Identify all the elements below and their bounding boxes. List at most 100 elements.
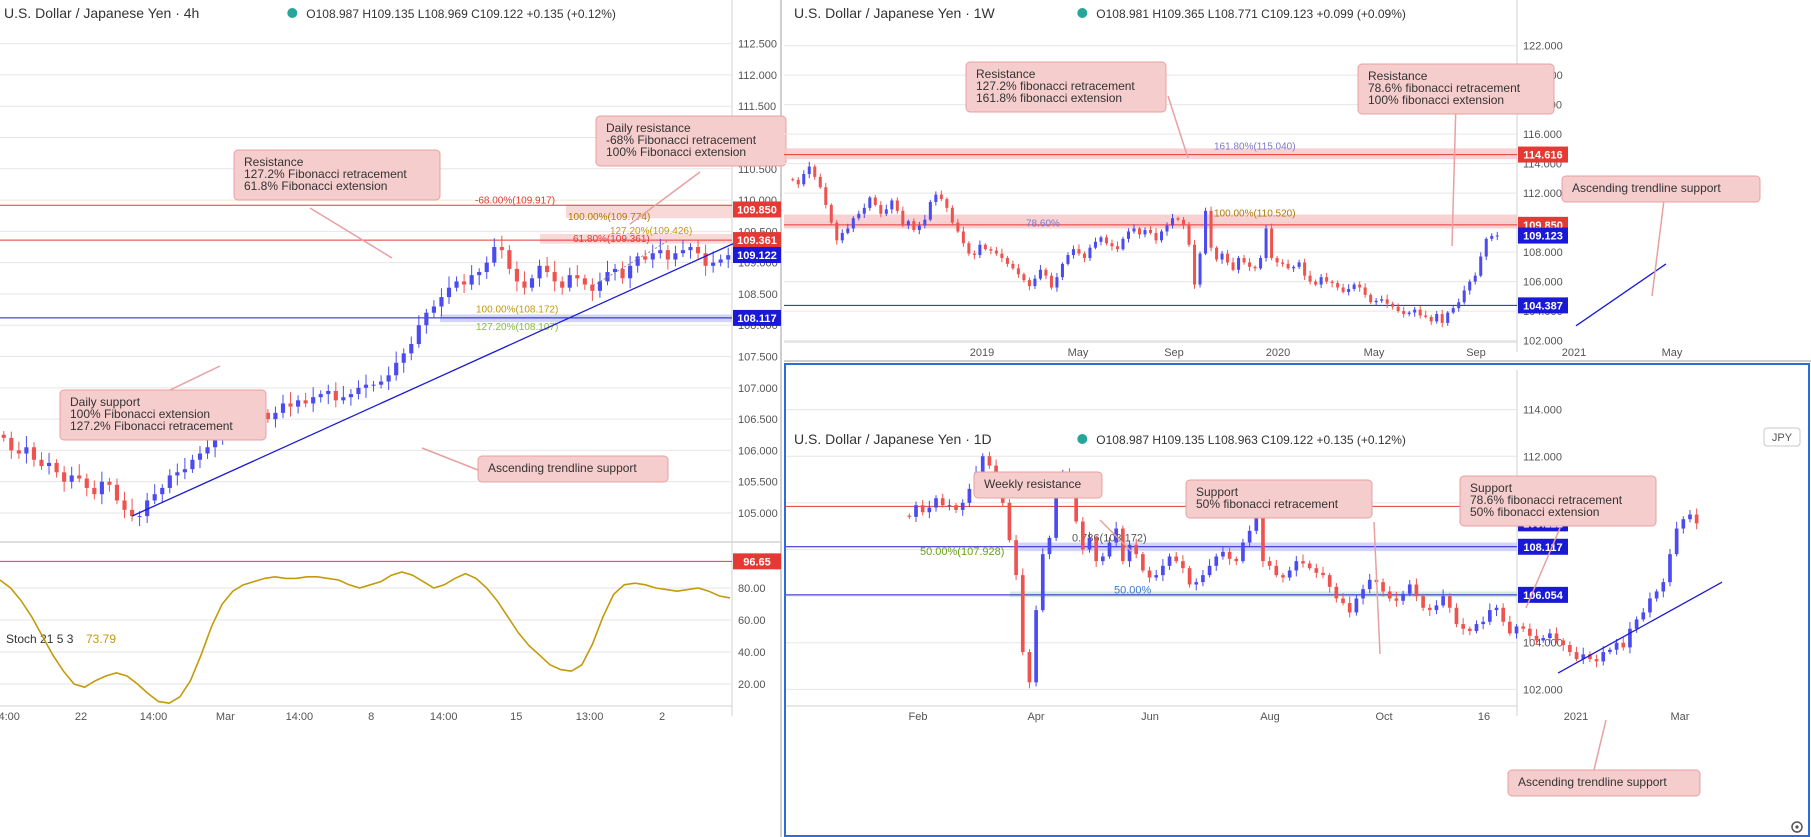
candle-body (114, 484, 120, 501)
callout-text: 100% Fibonacci extension (70, 407, 210, 421)
candle-body (431, 306, 436, 313)
candle-body (643, 256, 648, 260)
ohlc-values: O108.981 H109.365 L108.771 C109.123 +0.0… (1096, 7, 1406, 21)
y-tick-label: 80.00 (738, 583, 766, 595)
candle-body (1154, 575, 1159, 578)
candle-body (1087, 537, 1092, 550)
candle-body (1055, 277, 1059, 288)
candle-body (416, 325, 421, 345)
callout-text: 127.2% Fibonacci retracement (70, 419, 233, 433)
stoch-value: 73.79 (86, 632, 116, 646)
candle-body (1634, 619, 1639, 629)
candle-body (791, 179, 795, 181)
candle-body (1341, 598, 1345, 604)
candle-body (1247, 530, 1252, 543)
callout-text: Ascending trendline support (488, 461, 637, 475)
candle-body (1297, 262, 1301, 267)
callout-text: 50% fibonacci retracement (1196, 497, 1339, 511)
y-tick-label: 114.000 (1523, 405, 1562, 417)
callout-pointer (1593, 719, 1607, 771)
candle-body (1608, 649, 1612, 653)
candle-body (514, 268, 520, 282)
x-tick-label: 13:00 (576, 711, 604, 723)
candle-body (1387, 591, 1392, 599)
candle-body (928, 201, 932, 220)
candle-body (1071, 249, 1075, 256)
candle-body (901, 210, 905, 226)
candle-body (1274, 565, 1279, 576)
candle-body (1241, 542, 1245, 562)
candle-body (1159, 231, 1164, 241)
active-panel-border (784, 363, 1810, 837)
candle-body (1694, 514, 1699, 524)
gear-icon[interactable] (1791, 821, 1803, 833)
candle-body (1688, 514, 1692, 520)
fib-level-label: 100.00%(109.774) (568, 212, 650, 223)
price-tag-text: 108.117 (737, 313, 776, 325)
candle-body (1614, 642, 1619, 650)
candle-body (1264, 228, 1268, 259)
x-tick-label: Oct (1375, 711, 1392, 723)
candle-body (680, 250, 686, 254)
candle-body (879, 204, 883, 214)
candle-body (1215, 247, 1219, 260)
candle-body (1363, 287, 1367, 295)
candle-body (802, 173, 806, 185)
candle-body (326, 390, 331, 395)
callout-text: Support (1196, 485, 1239, 499)
price-tag-current (733, 247, 781, 264)
y-tick-label: 116.000 (1523, 129, 1562, 141)
candle-body (868, 197, 872, 208)
y-tick-label: 112.500 (738, 39, 777, 51)
candle-body (1286, 263, 1290, 269)
candle-body (296, 400, 301, 407)
candle-body (182, 469, 187, 473)
callout-box (59, 389, 267, 441)
candle-body (1462, 290, 1466, 303)
candle-body (1484, 238, 1488, 257)
candle-body (1011, 263, 1015, 269)
x-tick-label: 16 (1478, 711, 1490, 723)
price-tag-support (733, 309, 781, 326)
y-tick-label: 20.00 (738, 679, 766, 691)
candle-body (1100, 556, 1105, 562)
candle-body (1227, 551, 1232, 559)
x-tick-label: 15 (510, 711, 522, 723)
candle-body (1561, 640, 1566, 646)
candle-body (348, 394, 353, 398)
candle-body (954, 505, 958, 510)
x-tick-label: Jun (1141, 711, 1159, 723)
candle-body (145, 500, 150, 517)
candle-body (1381, 582, 1385, 592)
candle-body (1204, 210, 1208, 254)
candle-body (1242, 258, 1246, 263)
candle-body (1104, 237, 1108, 244)
fib-level-label: 127.20%(108.107) (476, 322, 558, 333)
fib-level-label: 100.00%(110.520) (1214, 209, 1296, 220)
callout-pointer (629, 171, 701, 225)
callout-text: Weekly resistance (984, 477, 1081, 491)
candle-body (1074, 479, 1078, 522)
price-tag-text: 109.122 (737, 250, 777, 262)
y-tick-label: 112.000 (1523, 188, 1562, 200)
candle-body (857, 213, 861, 219)
candle-body (1126, 231, 1131, 239)
candle-body (1352, 284, 1356, 289)
candle-body (829, 204, 833, 223)
callout-trendline-daily: Ascending trendline support (1507, 719, 1701, 797)
fib-level-label: 100.00%(108.172) (476, 304, 558, 315)
candle-body (386, 375, 391, 382)
candle-body (934, 194, 938, 202)
candle-body (1467, 628, 1472, 632)
x-tick-label: 22 (75, 711, 87, 723)
callout-box (965, 61, 1167, 113)
callout-daily-resistance: Daily resistance-68% Fibonacci retraceme… (595, 115, 787, 225)
candle-body (673, 253, 678, 260)
candle-body (1248, 262, 1252, 267)
callout-text: -68% Fibonacci retracement (606, 133, 757, 147)
callout-box (233, 149, 441, 201)
candle-body (1193, 244, 1197, 285)
candle-body (1358, 284, 1362, 288)
x-tick-label: 14:00 (140, 711, 168, 723)
candle-body (1474, 624, 1479, 632)
